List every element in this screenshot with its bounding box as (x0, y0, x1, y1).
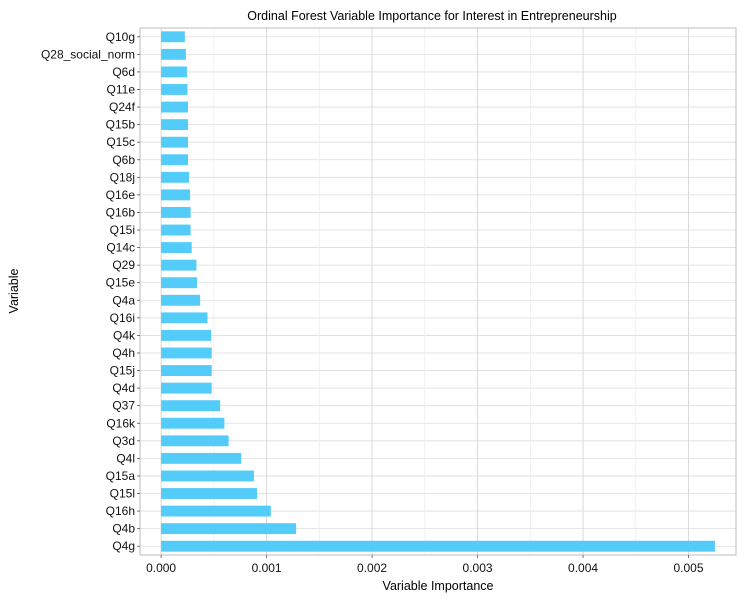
y-tick-label: Q6d (112, 65, 135, 79)
grid-layer (140, 28, 736, 555)
bar-q24f (161, 101, 188, 113)
y-tick-label: Q15e (106, 276, 136, 290)
bar-q4l (161, 452, 242, 464)
bar-q4g (161, 540, 715, 552)
y-tick-label: Q4h (112, 346, 135, 360)
x-tick-label: 0.001 (252, 561, 282, 575)
bar-q4b (161, 523, 297, 535)
bar-q28-social-norm (161, 48, 186, 60)
bar-q37 (161, 400, 221, 412)
y-tick-label: Q4b (112, 522, 135, 536)
bar-q4d (161, 382, 212, 394)
x-tick-label: 0.004 (568, 561, 598, 575)
bar-q15a (161, 470, 254, 482)
x-tick-label: 0.000 (146, 561, 176, 575)
y-tick-label: Q15j (110, 364, 135, 378)
bar-q16k (161, 417, 225, 429)
bar-q15e (161, 277, 197, 289)
y-tick-label: Q3d (112, 434, 135, 448)
y-tick-label: Q29 (112, 258, 135, 272)
bar-q29 (161, 259, 197, 271)
chart-title: Ordinal Forest Variable Importance for I… (247, 9, 616, 23)
y-axis-label: Variable (7, 268, 21, 313)
bar-q16h (161, 505, 271, 517)
bar-layer (161, 31, 715, 552)
bar-q14c (161, 242, 192, 254)
bar-q3d (161, 435, 229, 447)
bar-q10g (161, 31, 185, 43)
bar-q15i (161, 224, 191, 236)
y-tick-label: Q4k (113, 328, 136, 342)
x-tick-label: 0.003 (463, 561, 493, 575)
y-tick-label: Q10g (106, 30, 135, 44)
y-tick-label: Q16b (106, 205, 136, 219)
x-tick-labels: 0.000 0.001 0.002 0.003 0.004 0.005 (146, 555, 704, 575)
y-tick-label: Q4a (112, 293, 135, 307)
bar-q4k (161, 329, 212, 341)
y-tick-label: Q15l (110, 487, 135, 501)
bar-q15b (161, 119, 188, 131)
bar-q6b (161, 154, 188, 166)
y-tick-label: Q11e (107, 82, 136, 96)
bar-q16b (161, 207, 191, 218)
y-tick-label: Q15c (106, 135, 135, 149)
bar-q4h (161, 347, 212, 359)
bar-q6d (161, 66, 187, 78)
y-tick-label: Q16e (106, 188, 136, 202)
x-axis-label: Variable Importance (383, 579, 494, 593)
bar-q11e (161, 84, 188, 95)
y-tick-label: Q15a (106, 469, 136, 483)
y-tick-label: Q18j (110, 170, 135, 184)
y-tick-label: Q15i (110, 223, 135, 237)
bar-q15j (161, 365, 212, 376)
y-tick-label: Q4g (112, 539, 135, 553)
y-tick-label: Q28_social_norm (41, 47, 135, 61)
y-tick-label: Q16k (106, 416, 136, 430)
y-tick-label: Q16h (106, 504, 135, 518)
x-tick-label: 0.005 (674, 561, 704, 575)
y-tick-label: Q24f (109, 100, 136, 114)
y-tick-label: Q4l (116, 451, 135, 465)
y-tick-label: Q6b (112, 153, 135, 167)
bar-q16i (161, 312, 208, 324)
y-tick-label: Q16i (110, 311, 135, 325)
bar-q18j (161, 171, 190, 183)
y-tick-labels: Q10g Q28_social_norm Q6d Q11e Q24f Q15b Q15c Q6… (41, 30, 140, 553)
x-tick-label: 0.002 (357, 561, 387, 575)
bar-q16e (161, 189, 191, 201)
y-tick-label: Q14c (106, 241, 135, 255)
y-tick-label: Q15b (106, 118, 136, 132)
bar-q15c (161, 136, 188, 148)
plot-panel (140, 28, 736, 555)
y-tick-label: Q37 (112, 399, 135, 413)
bar-q4a (161, 294, 201, 306)
plot-border (139, 27, 737, 556)
y-tick-label: Q4d (112, 381, 135, 395)
bar-q15l (161, 488, 258, 499)
